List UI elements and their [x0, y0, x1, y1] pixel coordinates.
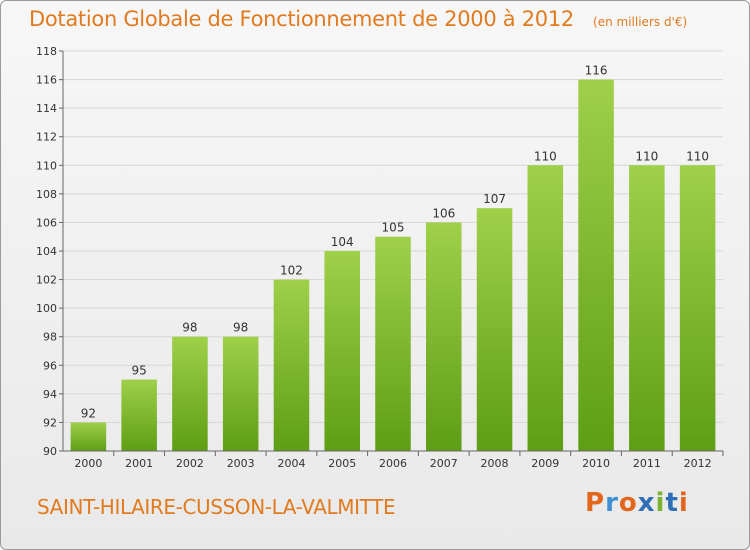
y-tick-label: 108	[36, 188, 57, 201]
bar	[172, 336, 208, 451]
bar-value-label: 105	[382, 221, 405, 235]
bar	[527, 165, 564, 452]
chart-unit-note: (en milliers d'€)	[593, 15, 688, 29]
bar	[476, 208, 513, 451]
y-tick-label: 98	[43, 331, 57, 344]
x-tick-label: 2003	[227, 457, 255, 470]
x-tick-label: 2008	[481, 457, 509, 470]
title-line: Dotation Globale de Fonctionnement de 20…	[29, 7, 687, 31]
bar-value-label: 92	[81, 406, 96, 420]
logo-letter: i	[655, 488, 666, 518]
x-tick-label: 2007	[430, 457, 458, 470]
x-tick-label: 2011	[633, 457, 661, 470]
y-tick-label: 114	[36, 102, 57, 115]
chart-title: Dotation Globale de Fonctionnement de 20…	[29, 7, 574, 31]
y-tick-label: 116	[36, 74, 57, 87]
y-tick-label: 94	[43, 388, 57, 401]
y-tick-label: 102	[36, 274, 57, 287]
x-tick-label: 2000	[74, 457, 102, 470]
bar-value-label: 102	[280, 264, 303, 278]
x-tick-label: 2009	[531, 457, 559, 470]
bar	[375, 236, 411, 451]
bar	[324, 251, 360, 451]
logo-letter: o	[618, 488, 638, 518]
bar	[629, 165, 665, 452]
y-tick-label: 118	[36, 45, 57, 58]
bar-value-label: 95	[132, 364, 147, 378]
logo-letter: x	[637, 488, 656, 518]
bars: 92 95 98 98 102 104 105 106 107 110 116 110 110	[70, 64, 716, 452]
y-tick-label: 104	[36, 245, 57, 258]
y-tick-label: 90	[43, 445, 57, 458]
y-tick-label: 112	[36, 131, 57, 144]
x-tick-label: 2002	[176, 457, 204, 470]
bar	[426, 222, 462, 451]
bar-value-label: 110	[534, 149, 557, 163]
bar-value-label: 116	[585, 64, 608, 78]
bar	[121, 379, 157, 451]
bar	[578, 79, 614, 452]
bar-value-label: 104	[331, 235, 354, 249]
logo-letter: t	[665, 488, 679, 518]
x-tick-label: 2001	[125, 457, 153, 470]
bar	[679, 165, 716, 452]
bar-value-label: 106	[432, 206, 455, 220]
logo-letter: i	[678, 488, 689, 518]
bar-value-label: 110	[686, 149, 709, 163]
y-tick-label: 106	[36, 216, 57, 229]
logo-letter: P	[585, 488, 606, 518]
x-tick-label: 2012	[684, 457, 712, 470]
commune-name: SAINT-HILAIRE-CUSSON-LA-VALMITTE	[37, 495, 396, 519]
proxiti-logo[interactable]: Proxiti	[585, 488, 689, 518]
x-tick-label: 2010	[582, 457, 610, 470]
y-tick-label: 100	[36, 302, 57, 315]
bar-value-label: 98	[182, 321, 197, 335]
y-tick-label: 110	[36, 159, 57, 172]
y-tick-label: 92	[43, 416, 57, 429]
bar	[273, 279, 310, 451]
x-tick-label: 2005	[328, 457, 356, 470]
axes: 90 92 94 96 98 100 102 104 106 108 110 112 114 116 118…	[36, 45, 724, 470]
bar	[70, 422, 107, 451]
x-tick-label: 2004	[277, 457, 305, 470]
x-tick-label: 2006	[379, 457, 407, 470]
bar-value-label: 98	[233, 321, 248, 335]
bar-value-label: 110	[635, 149, 658, 163]
bar-value-label: 107	[483, 192, 506, 206]
logo-letter: r	[605, 488, 619, 518]
y-tick-label: 96	[43, 359, 57, 372]
bar	[222, 336, 259, 451]
